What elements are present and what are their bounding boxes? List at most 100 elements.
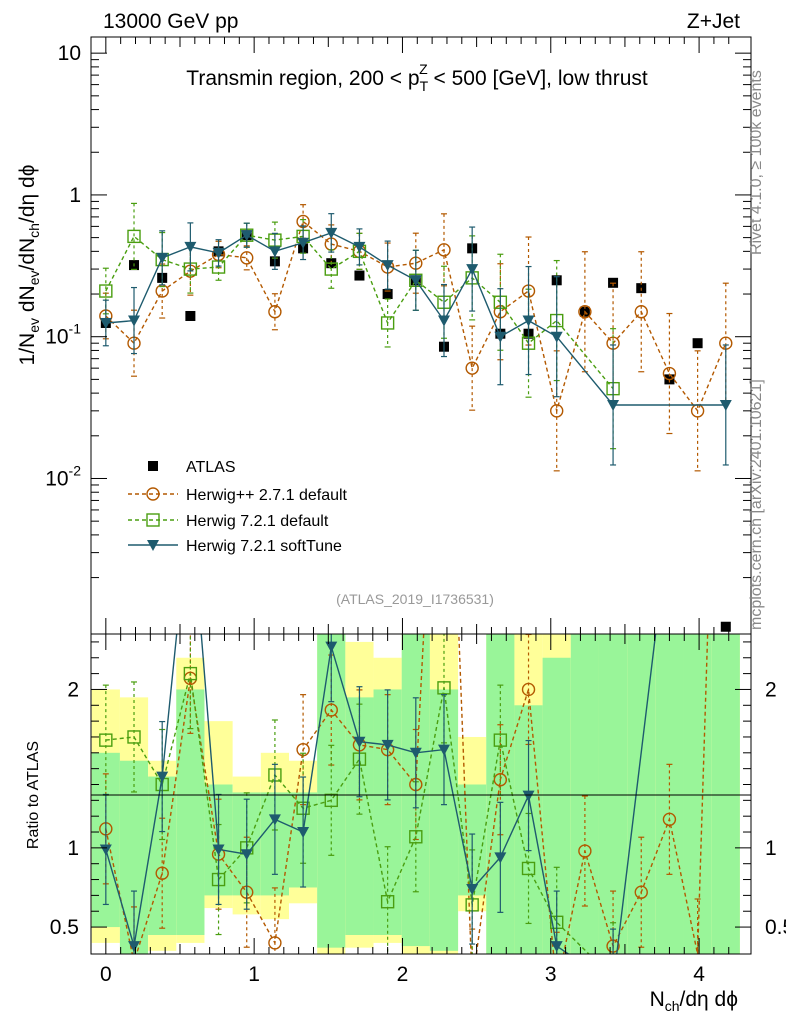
analysis-id-label: (ATLAS_2019_I1736531) xyxy=(336,591,494,607)
title-post: < 500 [GeV], low thrust xyxy=(428,67,648,90)
ratio-point-herwig-7-2-1-softtune xyxy=(550,941,563,953)
ratio-point-herwig-7-2-1-default xyxy=(127,730,141,744)
ratio-y-tick-label: 0.5 xyxy=(50,916,79,939)
legend-marker-atlas xyxy=(148,461,158,471)
ratio-point-herwig-7-2-1-softtune xyxy=(212,844,225,856)
main-point-herwig-7-2-1-softtune xyxy=(268,246,281,258)
main-y-tick-label: 10 xyxy=(58,42,81,65)
title-sub: T xyxy=(420,78,429,94)
main-point-herwig-7-2-1-softtune xyxy=(353,241,366,253)
stat-uncertainty-band xyxy=(627,634,656,954)
ratio-series-layer xyxy=(99,634,709,954)
main-point-herwig-7-2-1-default xyxy=(99,284,113,298)
ratio-point-herwig-7-2-1-softtune xyxy=(409,747,422,759)
main-y-tick-label: 1 xyxy=(69,184,81,207)
main-point-herwig-7-2-1-default xyxy=(324,262,338,276)
ratio-point-herwig-7-2-1-softtune xyxy=(353,736,366,748)
ratio-point-herwig-7-2-1-softtune xyxy=(437,744,450,756)
main-point-herwig-7-2-1-softtune xyxy=(240,230,253,242)
legend-marker-herwig-2-7-1-default xyxy=(146,487,160,501)
main-point-herwig-2-7-1-default xyxy=(634,305,648,319)
main-point-herwig-7-2-1-softtune xyxy=(466,264,479,276)
ratio-point-herwig-7-2-1-default xyxy=(99,733,113,747)
stat-uncertainty-band xyxy=(683,634,712,954)
stat-uncertainty-band xyxy=(655,634,684,954)
stat-uncertainty-band xyxy=(711,634,740,954)
main-point-herwig-7-2-1-softtune xyxy=(607,399,620,411)
ratio-y-axis: 0.5 0.5 1 1 2 2 xyxy=(50,641,786,939)
rivet-version-label: Rivet 4.1.0, ≥ 100k events xyxy=(748,70,765,255)
main-y-axis: 10 1 10-1 10-2 xyxy=(45,42,751,579)
ratio-point-herwig-7-2-1-softtune xyxy=(128,941,141,953)
ratio-point-herwig-7-2-1-softtune xyxy=(325,641,338,653)
ratio-point-herwig-7-2-1-softtune xyxy=(494,852,507,864)
ratio-point-herwig-7-2-1-softtune xyxy=(381,739,394,751)
main-point-herwig-7-2-1-softtune xyxy=(522,315,535,327)
ratio-y-tick-label: 2 xyxy=(67,678,79,701)
main-point-herwig-7-2-1-default xyxy=(127,229,141,244)
legend-label-herwig-7-2-1-softtune: Herwig 7.2.1 softTune xyxy=(186,538,342,555)
main-line-herwig-2-7-1-default xyxy=(105,220,727,414)
main-point-herwig-7-2-1-default xyxy=(380,316,395,330)
x-tick-label: 0 xyxy=(100,963,112,986)
ratio-point-herwig-7-2-1-default xyxy=(437,681,451,695)
main-point-herwig-7-2-1-softtune xyxy=(437,315,450,327)
main-point-herwig-7-2-1-softtune xyxy=(325,227,338,239)
main-line-herwig-7-2-1-default xyxy=(105,234,614,390)
x-axis: 0 1 2 3 4 xyxy=(100,37,730,986)
analysis-type-label: Z+Jet xyxy=(687,10,740,33)
legend-label-herwig-2-7-1-default: Herwig++ 2.7.1 default xyxy=(186,487,348,504)
x-tick-label: 2 xyxy=(397,963,409,986)
main-point-atlas xyxy=(185,310,196,321)
ratio-point-herwig-2-7-1-default xyxy=(493,773,508,787)
main-y-axis-label: 1/Nev dNev/dNch/dη dϕ xyxy=(16,165,42,366)
main-point-herwig-7-2-1-softtune xyxy=(719,399,732,411)
main-point-herwig-7-2-1-softtune xyxy=(550,331,563,343)
x-axis-label: Nch/dη dϕ xyxy=(650,988,738,1014)
stat-uncertainty-band xyxy=(176,689,205,935)
main-series-layer xyxy=(99,202,733,632)
main-point-herwig-7-2-1-softtune xyxy=(494,331,507,343)
main-point-herwig-2-7-1-default xyxy=(240,251,254,265)
ratio-point-herwig-2-7-1-default xyxy=(268,936,282,950)
ratio-point-herwig-2-7-1-default xyxy=(324,703,338,717)
ratio-y-tick-label-right: 1 xyxy=(765,837,777,860)
x-tick-label: 4 xyxy=(693,963,705,986)
ratio-point-herwig-2-7-1-default xyxy=(634,885,648,899)
main-point-atlas xyxy=(692,338,703,349)
main-point-herwig-2-7-1-default xyxy=(437,243,451,257)
main-point-atlas xyxy=(382,289,393,300)
main-point-herwig-7-2-1-softtune xyxy=(212,247,225,259)
ratio-point-herwig-7-2-1-default xyxy=(324,793,338,808)
ratio-point-herwig-2-7-1-default xyxy=(521,682,536,697)
ratio-point-herwig-2-7-1-default xyxy=(155,866,169,880)
ratio-point-herwig-7-2-1-softtune xyxy=(522,790,535,802)
ratio-point-herwig-7-2-1-default xyxy=(521,861,536,876)
ratio-point-herwig-7-2-1-softtune xyxy=(268,814,281,826)
legend-label-atlas: ATLAS xyxy=(186,459,236,476)
main-point-atlas xyxy=(354,270,365,281)
ratio-line-herwig-7-2-1-default xyxy=(105,673,590,954)
stat-uncertainty-band xyxy=(598,634,628,954)
process-label: 13000 GeV pp xyxy=(103,10,238,33)
ratio-point-herwig-7-2-1-softtune xyxy=(156,771,169,783)
ratio-point-herwig-7-2-1-softtune xyxy=(240,849,253,861)
main-point-herwig-7-2-1-softtune xyxy=(381,260,394,272)
legend-marker-herwig-7-2-1-softtune xyxy=(147,540,159,551)
ratio-point-herwig-7-2-1-softtune xyxy=(466,884,479,896)
ratio-point-herwig-7-2-1-default xyxy=(493,733,508,747)
ratio-point-herwig-2-7-1-default xyxy=(662,812,677,827)
main-point-herwig-7-2-1-softtune xyxy=(128,315,141,327)
ratio-y-tick-label-right: 0.5 xyxy=(765,916,786,939)
title-sup: Z xyxy=(419,61,428,77)
main-point-atlas xyxy=(720,621,731,632)
ratio-y-tick-label-right: 2 xyxy=(765,678,777,701)
chart-title: Transmin region, 200 < pTZ < 500 [GeV], … xyxy=(186,61,648,94)
mcplots-source-label: mcplots.cern.ch [arXiv:2401.10621] xyxy=(748,379,765,630)
ratio-plot-frame xyxy=(90,633,752,955)
ratio-point-herwig-7-2-1-default xyxy=(409,830,423,844)
main-point-herwig-7-2-1-softtune xyxy=(184,241,197,253)
ratio-point-herwig-2-7-1-default xyxy=(578,844,592,858)
main-point-herwig-2-7-1-default xyxy=(268,305,282,319)
